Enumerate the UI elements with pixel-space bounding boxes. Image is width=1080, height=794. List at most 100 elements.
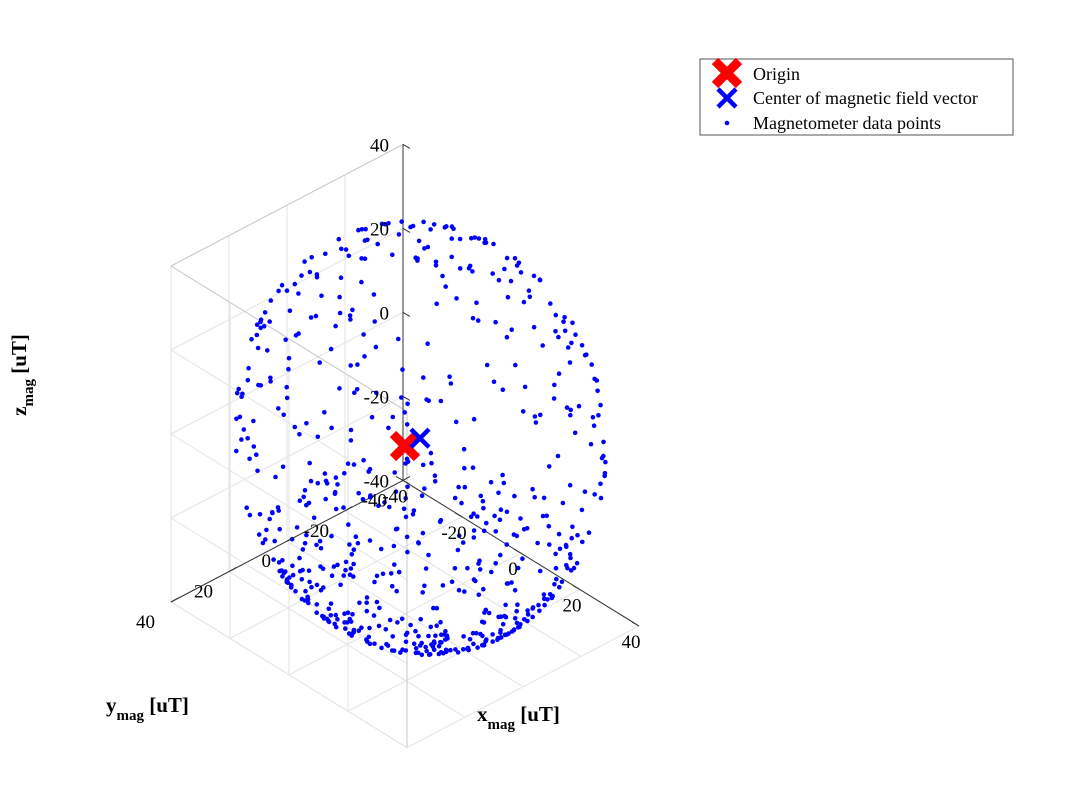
- data-point: [440, 583, 446, 588]
- data-point: [498, 507, 504, 512]
- data-point: [540, 513, 546, 519]
- data-point: [465, 565, 470, 571]
- data-point: [351, 561, 356, 567]
- data-point: [307, 579, 312, 585]
- data-point: [532, 414, 538, 419]
- data-point: [438, 517, 444, 523]
- data-point: [341, 573, 347, 578]
- data-point: [236, 386, 241, 392]
- data-point: [490, 632, 495, 637]
- z-tick-mark: [402, 479, 411, 485]
- data-point: [343, 567, 348, 573]
- data-point: [493, 319, 498, 325]
- data-point: [457, 236, 463, 242]
- data-point: [514, 263, 520, 268]
- data-point: [376, 623, 382, 629]
- data-point: [347, 313, 353, 318]
- data-point: [326, 618, 331, 624]
- data-point: [434, 623, 440, 628]
- data-point: [234, 448, 239, 454]
- data-point: [411, 641, 417, 647]
- data-point: [319, 293, 324, 299]
- data-point: [512, 588, 518, 593]
- data-point: [341, 505, 346, 510]
- data-point: [344, 620, 350, 625]
- z-tick-label: -40: [364, 471, 389, 492]
- data-point: [343, 247, 349, 252]
- data-point: [546, 464, 552, 469]
- data-point: [553, 565, 559, 571]
- data-point: [411, 508, 417, 513]
- data-point: [580, 539, 585, 545]
- data-point: [449, 236, 455, 241]
- data-point: [456, 587, 462, 593]
- legend-box: [699, 58, 1014, 136]
- z-tick-label: 40: [370, 135, 389, 156]
- data-point: [311, 515, 317, 521]
- data-point: [503, 602, 508, 608]
- data-point: [315, 434, 321, 440]
- data-point: [447, 374, 452, 380]
- data-point: [328, 613, 334, 618]
- legend-item-data-points: Magnetometer data points: [724, 113, 941, 133]
- data-point: [361, 457, 366, 463]
- data-point: [308, 478, 314, 484]
- data-point: [286, 366, 291, 372]
- data-point: [329, 533, 334, 539]
- data-point: [367, 625, 372, 631]
- data-point: [336, 236, 342, 242]
- data-point: [369, 414, 375, 420]
- data-point: [280, 558, 285, 563]
- data-point: [481, 643, 487, 648]
- data-point: [515, 602, 520, 607]
- data-point: [403, 648, 409, 653]
- z-axis-label: zmag [uT]: [7, 334, 37, 416]
- data-point: [496, 490, 501, 496]
- data-point: [321, 585, 326, 590]
- data-point: [471, 535, 477, 540]
- data-point: [350, 612, 355, 617]
- y-tick-label: 20: [194, 582, 213, 603]
- data-point: [338, 275, 344, 281]
- data-point: [451, 226, 456, 232]
- data-point: [598, 402, 603, 408]
- data-point: [598, 481, 603, 487]
- legend: Origin Center of magnetic field vector M…: [699, 57, 1014, 136]
- data-point: [376, 503, 381, 509]
- data-point: [343, 626, 348, 631]
- data-point: [476, 236, 482, 241]
- data-point: [265, 348, 270, 353]
- data-point: [317, 360, 323, 365]
- data-point: [276, 288, 281, 294]
- data-point: [347, 572, 353, 577]
- data-point: [335, 482, 340, 487]
- data-point: [434, 605, 440, 611]
- data-point: [436, 643, 442, 649]
- data-point: [313, 313, 319, 319]
- data-point: [342, 611, 347, 616]
- data-point: [512, 255, 518, 261]
- data-point: [388, 571, 394, 576]
- x-tick-mark: [395, 475, 404, 481]
- data-point: [267, 319, 273, 324]
- data-point: [329, 573, 335, 578]
- data-point: [426, 652, 432, 657]
- data-point: [256, 382, 261, 388]
- data-point: [522, 384, 528, 390]
- data-point: [367, 466, 373, 472]
- data-point: [403, 639, 409, 645]
- data-point: [553, 312, 559, 318]
- data-point: [553, 329, 558, 334]
- data-point: [482, 240, 487, 246]
- data-point: [314, 272, 320, 277]
- data-point: [457, 266, 463, 271]
- data-point: [290, 572, 296, 578]
- data-point: [467, 263, 473, 269]
- data-point: [240, 391, 245, 397]
- data-point: [306, 600, 311, 606]
- data-point: [573, 332, 578, 338]
- data-point: [333, 475, 339, 480]
- data-point: [346, 522, 351, 527]
- data-point: [562, 328, 568, 334]
- data-point: [284, 288, 290, 294]
